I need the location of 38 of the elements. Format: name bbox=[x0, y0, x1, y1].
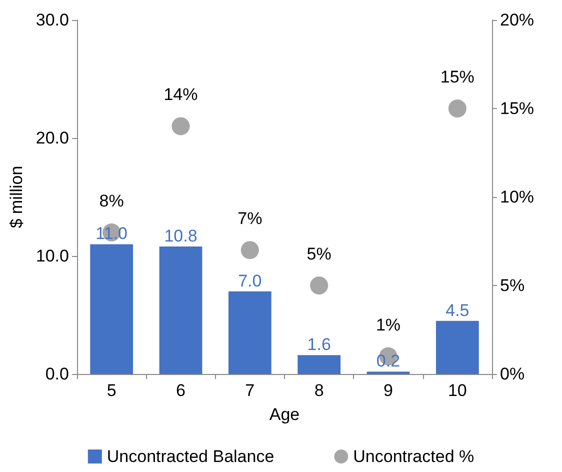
x-axis-title: Age bbox=[269, 405, 300, 424]
data-label: 10.8 bbox=[164, 226, 198, 246]
data-label: 1.6 bbox=[307, 335, 331, 354]
y-tick-label: 10.0 bbox=[36, 246, 69, 266]
point bbox=[310, 276, 328, 294]
x-tick-label: 9 bbox=[384, 381, 393, 400]
y-axis-title: $ million bbox=[7, 166, 26, 228]
x-tick-label: 8 bbox=[314, 381, 324, 400]
bar bbox=[159, 246, 202, 374]
data-label: 8% bbox=[99, 191, 124, 210]
data-label: 15% bbox=[440, 68, 474, 86]
bar bbox=[298, 355, 341, 374]
bar bbox=[228, 291, 272, 374]
data-label: 5% bbox=[306, 244, 332, 264]
point bbox=[448, 100, 466, 118]
x-tick-label: 10 bbox=[448, 381, 467, 400]
bar bbox=[90, 244, 134, 374]
data-label: 7% bbox=[238, 209, 262, 228]
data-label: 4.5 bbox=[446, 300, 470, 320]
y2-tick-label: 15% bbox=[500, 99, 534, 118]
y2-tick-label: 0% bbox=[500, 364, 525, 384]
legend-label: Uncontracted Balance bbox=[106, 447, 274, 466]
y-tick-label: 20.0 bbox=[36, 128, 69, 148]
data-label: 7.0 bbox=[238, 271, 262, 290]
legend-label: Uncontracted % bbox=[353, 447, 474, 466]
x-tick-label: 6 bbox=[176, 381, 186, 400]
point bbox=[172, 117, 190, 136]
x-tick-label: 7 bbox=[245, 381, 255, 400]
y2-tick-label: 10% bbox=[500, 188, 534, 206]
data-label: 1% bbox=[376, 315, 401, 334]
bar bbox=[436, 320, 479, 374]
y-tick-label: 30.0 bbox=[36, 10, 69, 30]
data-label: 14% bbox=[164, 85, 198, 104]
point bbox=[240, 241, 259, 260]
y2-tick-label: 5% bbox=[500, 276, 525, 295]
y-tick-label: 0.0 bbox=[45, 364, 69, 384]
x-tick-label: 5 bbox=[106, 381, 116, 400]
y2-tick-label: 20% bbox=[500, 10, 534, 30]
